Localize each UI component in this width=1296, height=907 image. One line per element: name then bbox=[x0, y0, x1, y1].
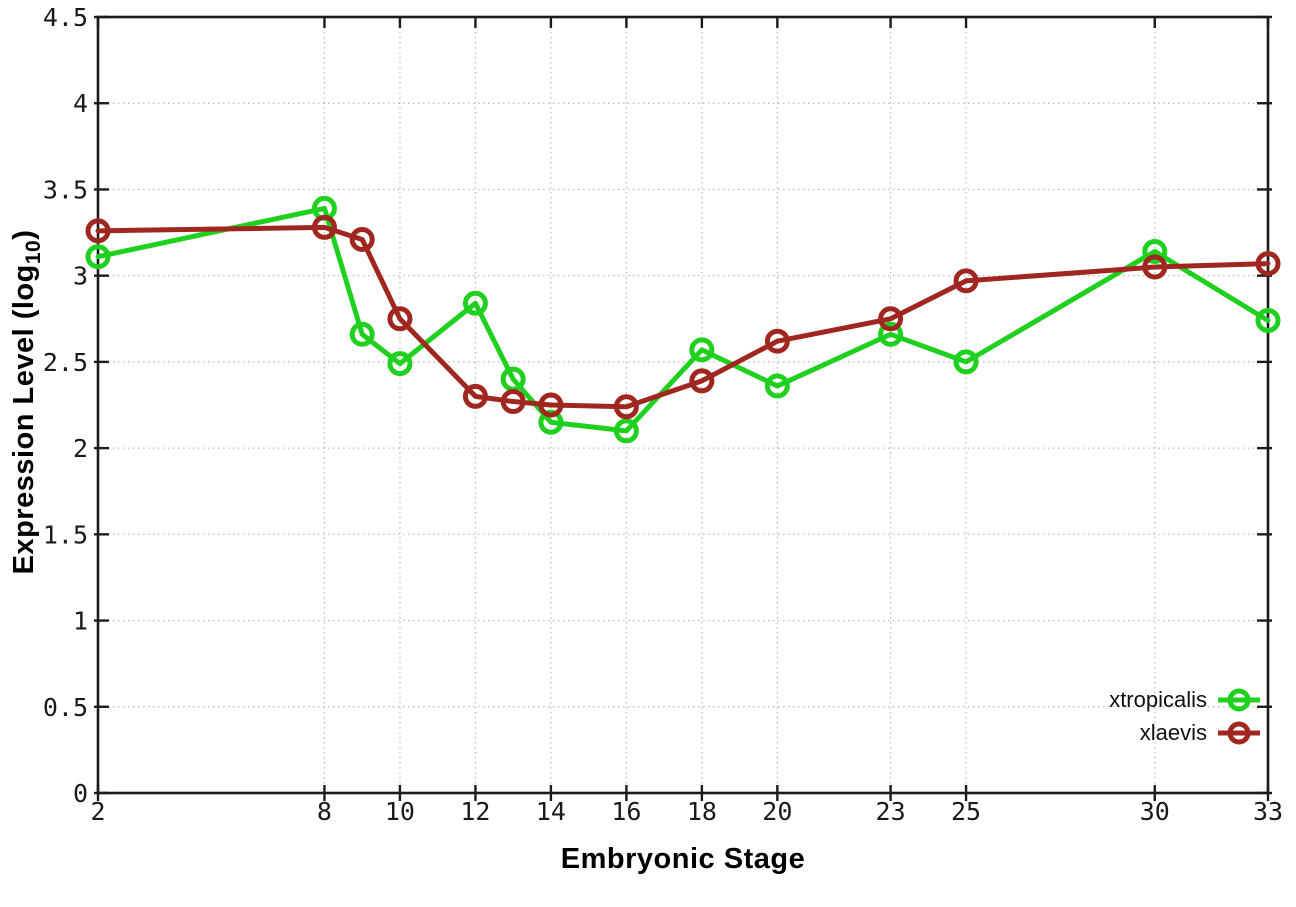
y-tick-label: 4 bbox=[73, 89, 88, 118]
legend: xtropicalis xlaevis bbox=[1109, 683, 1262, 749]
data-point-xtropicalis bbox=[1142, 239, 1168, 265]
data-point-xlaevis bbox=[1255, 251, 1281, 277]
x-tick-label: 23 bbox=[876, 797, 906, 826]
x-tick-label: 16 bbox=[611, 797, 641, 826]
data-point-xlaevis bbox=[689, 368, 715, 394]
y-tick-label: 1 bbox=[73, 607, 88, 636]
x-tick-label: 12 bbox=[460, 797, 490, 826]
x-tick-label: 33 bbox=[1253, 797, 1283, 826]
x-tick-label: 20 bbox=[762, 797, 792, 826]
data-point-xlaevis bbox=[85, 218, 111, 244]
y-tick-label: 4.5 bbox=[43, 3, 88, 32]
y-tick-label: 0 bbox=[73, 779, 88, 808]
y-tick-label: 2 bbox=[73, 434, 88, 463]
data-point-xlaevis bbox=[613, 394, 639, 420]
series-line-xtropicalis bbox=[95, 205, 1271, 434]
data-point-xtropicalis bbox=[953, 349, 979, 375]
y-axis-title-subscript: 10 bbox=[22, 239, 45, 265]
data-point-xlaevis bbox=[1142, 254, 1168, 280]
x-tick-label: 14 bbox=[536, 797, 566, 826]
y-tick-label: 3.5 bbox=[43, 175, 88, 204]
data-point-xtropicalis bbox=[462, 290, 488, 316]
data-point-xtropicalis bbox=[764, 373, 790, 399]
y-tick-label: 1.5 bbox=[43, 520, 88, 549]
data-point-xtropicalis bbox=[613, 418, 639, 444]
x-tick-label: 2 bbox=[90, 797, 105, 826]
legend-item-xtropicalis: xtropicalis bbox=[1109, 683, 1262, 716]
x-axis-title: Embryonic Stage bbox=[560, 843, 806, 875]
line-circle-marker-icon bbox=[1218, 721, 1260, 744]
data-point-xtropicalis bbox=[387, 351, 413, 377]
data-point-xlaevis bbox=[500, 389, 526, 415]
y-tick-label: 3 bbox=[73, 262, 88, 291]
data-point-xlaevis bbox=[311, 214, 337, 240]
y-axis-title-text: Expression Level (log bbox=[8, 264, 40, 575]
x-tick-label: 30 bbox=[1140, 797, 1170, 826]
legend-label-xtropicalis: xtropicalis bbox=[1109, 686, 1207, 712]
legend-label-xlaevis: xlaevis bbox=[1139, 719, 1207, 745]
data-point-xlaevis bbox=[387, 306, 413, 332]
x-tick-label: 25 bbox=[951, 797, 981, 826]
y-tick-label: 2.5 bbox=[43, 348, 88, 377]
line-circle-marker-icon bbox=[1218, 688, 1260, 711]
data-point-xtropicalis bbox=[878, 321, 904, 347]
data-point-xlaevis bbox=[538, 392, 564, 418]
x-tick-label: 18 bbox=[687, 797, 717, 826]
legend-item-xlaevis: xlaevis bbox=[1109, 716, 1262, 749]
data-point-xtropicalis bbox=[349, 321, 375, 347]
data-point-xlaevis bbox=[764, 328, 790, 354]
y-tick-label: 0.5 bbox=[43, 693, 88, 722]
data-point-xtropicalis bbox=[689, 337, 715, 363]
data-point-xlaevis bbox=[878, 306, 904, 332]
data-point-xtropicalis bbox=[85, 244, 111, 270]
data-point-xlaevis bbox=[349, 226, 375, 252]
data-point-xlaevis bbox=[953, 268, 979, 294]
data-point-xtropicalis bbox=[538, 409, 564, 435]
y-axis-title: Expression Level (log10) bbox=[4, 102, 45, 702]
x-tick-label: 10 bbox=[385, 797, 415, 826]
plot-border bbox=[96, 15, 1270, 795]
series-line-xlaevis bbox=[95, 224, 1271, 410]
y-axis-title-suffix: ) bbox=[8, 229, 40, 240]
data-point-xtropicalis bbox=[1255, 308, 1281, 334]
data-point-xlaevis bbox=[462, 383, 488, 409]
x-tick-label: 8 bbox=[317, 797, 332, 826]
